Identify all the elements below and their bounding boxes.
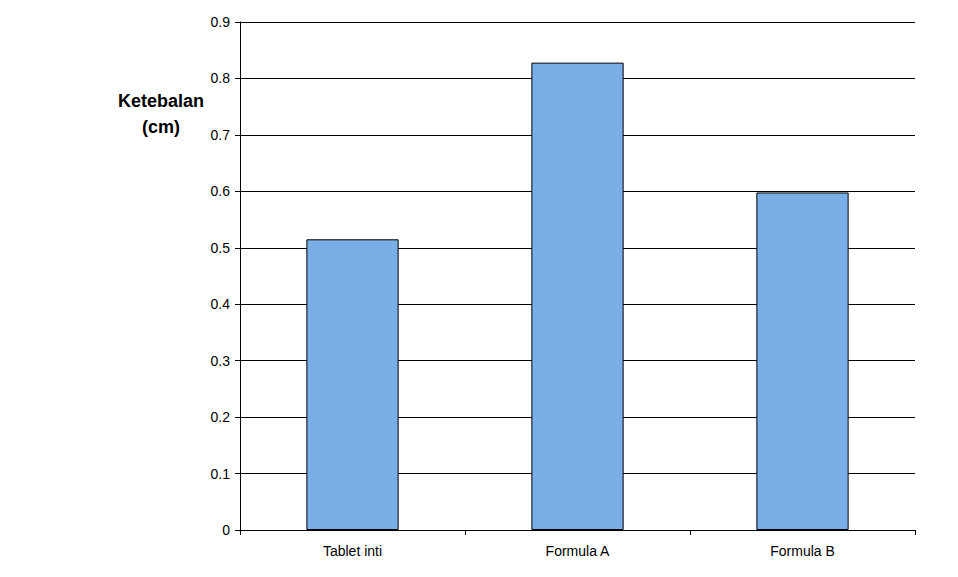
svg-text:0.8: 0.8 (211, 70, 231, 86)
svg-text:Formula A: Formula A (546, 543, 610, 559)
svg-text:Tablet inti: Tablet inti (323, 543, 382, 559)
svg-text:Formula B: Formula B (770, 543, 835, 559)
svg-text:(cm): (cm) (142, 117, 180, 137)
svg-text:0.4: 0.4 (211, 296, 231, 312)
svg-text:0: 0 (222, 522, 230, 538)
svg-text:Ketebalan: Ketebalan (118, 91, 204, 111)
svg-text:0.6: 0.6 (211, 183, 231, 199)
svg-text:0.5: 0.5 (211, 240, 231, 256)
svg-text:0.1: 0.1 (211, 466, 231, 482)
svg-text:0.2: 0.2 (211, 409, 231, 425)
svg-text:0.9: 0.9 (211, 14, 231, 30)
svg-text:0.3: 0.3 (211, 353, 231, 369)
svg-text:0.7: 0.7 (211, 127, 231, 143)
